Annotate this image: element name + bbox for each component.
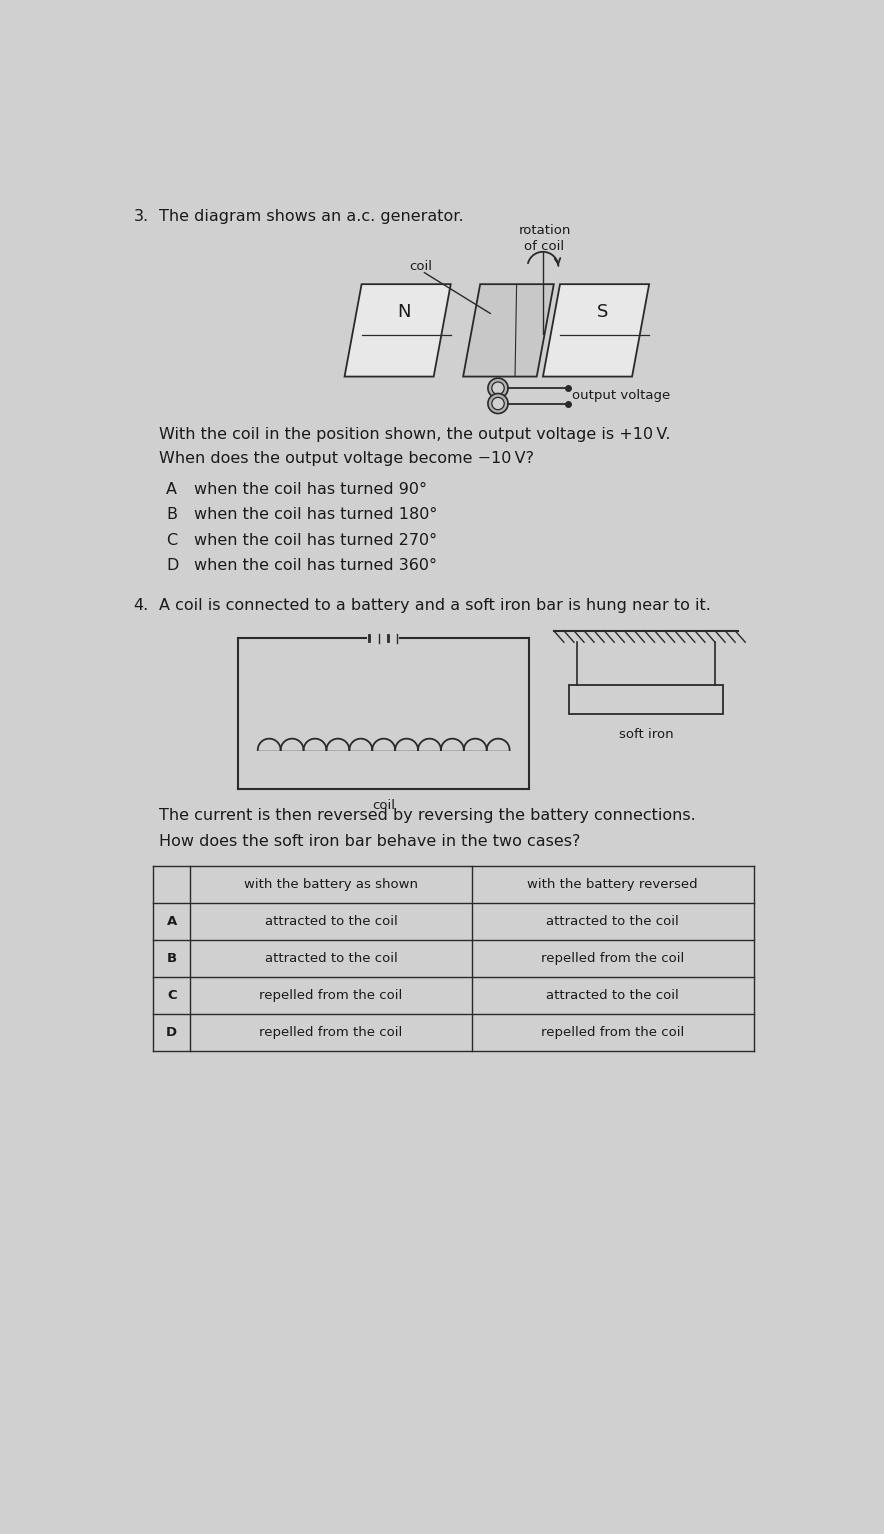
Text: with the battery as shown: with the battery as shown bbox=[244, 879, 418, 891]
Text: N: N bbox=[398, 302, 411, 321]
Text: output voltage: output voltage bbox=[572, 390, 670, 402]
Text: B: B bbox=[166, 508, 178, 523]
Text: When does the output voltage become −10 V?: When does the output voltage become −10 … bbox=[158, 451, 534, 466]
Text: 3.: 3. bbox=[133, 209, 149, 224]
Circle shape bbox=[488, 394, 508, 414]
Text: when the coil has turned 180°: when the coil has turned 180° bbox=[194, 508, 438, 523]
Text: S: S bbox=[597, 302, 608, 321]
Text: coil: coil bbox=[409, 259, 432, 273]
Text: A: A bbox=[166, 916, 177, 928]
Polygon shape bbox=[463, 284, 553, 376]
Text: attracted to the coil: attracted to the coil bbox=[546, 916, 679, 928]
Text: B: B bbox=[167, 953, 177, 965]
Polygon shape bbox=[543, 284, 649, 376]
Text: D: D bbox=[166, 558, 179, 574]
Text: A coil is connected to a battery and a soft iron bar is hung near to it.: A coil is connected to a battery and a s… bbox=[158, 598, 711, 612]
Text: 4.: 4. bbox=[133, 598, 149, 612]
Text: when the coil has turned 270°: when the coil has turned 270° bbox=[194, 532, 438, 548]
Text: D: D bbox=[166, 1026, 178, 1039]
Text: attracted to the coil: attracted to the coil bbox=[546, 989, 679, 1002]
Text: How does the soft iron bar behave in the two cases?: How does the soft iron bar behave in the… bbox=[158, 834, 580, 848]
Text: repelled from the coil: repelled from the coil bbox=[541, 953, 684, 965]
Text: repelled from the coil: repelled from the coil bbox=[259, 989, 402, 1002]
Text: when the coil has turned 90°: when the coil has turned 90° bbox=[194, 482, 427, 497]
Text: rotation
of coil: rotation of coil bbox=[518, 224, 571, 253]
Text: C: C bbox=[166, 532, 178, 548]
Circle shape bbox=[492, 397, 504, 410]
Circle shape bbox=[488, 377, 508, 399]
Text: attracted to the coil: attracted to the coil bbox=[264, 953, 398, 965]
Bar bbox=[569, 684, 723, 713]
Polygon shape bbox=[345, 284, 451, 376]
Text: attracted to the coil: attracted to the coil bbox=[264, 916, 398, 928]
Text: coil: coil bbox=[372, 799, 395, 813]
Text: soft iron: soft iron bbox=[619, 727, 674, 741]
Text: A: A bbox=[166, 482, 178, 497]
Text: repelled from the coil: repelled from the coil bbox=[259, 1026, 402, 1039]
Text: With the coil in the position shown, the output voltage is +10 V.: With the coil in the position shown, the… bbox=[158, 426, 670, 442]
Circle shape bbox=[492, 382, 504, 394]
Text: when the coil has turned 360°: when the coil has turned 360° bbox=[194, 558, 438, 574]
Text: The diagram shows an a.c. generator.: The diagram shows an a.c. generator. bbox=[158, 209, 463, 224]
Text: with the battery reversed: with the battery reversed bbox=[528, 879, 698, 891]
Text: repelled from the coil: repelled from the coil bbox=[541, 1026, 684, 1039]
Text: C: C bbox=[167, 989, 177, 1002]
Text: The current is then reversed by reversing the battery connections.: The current is then reversed by reversin… bbox=[158, 808, 696, 822]
